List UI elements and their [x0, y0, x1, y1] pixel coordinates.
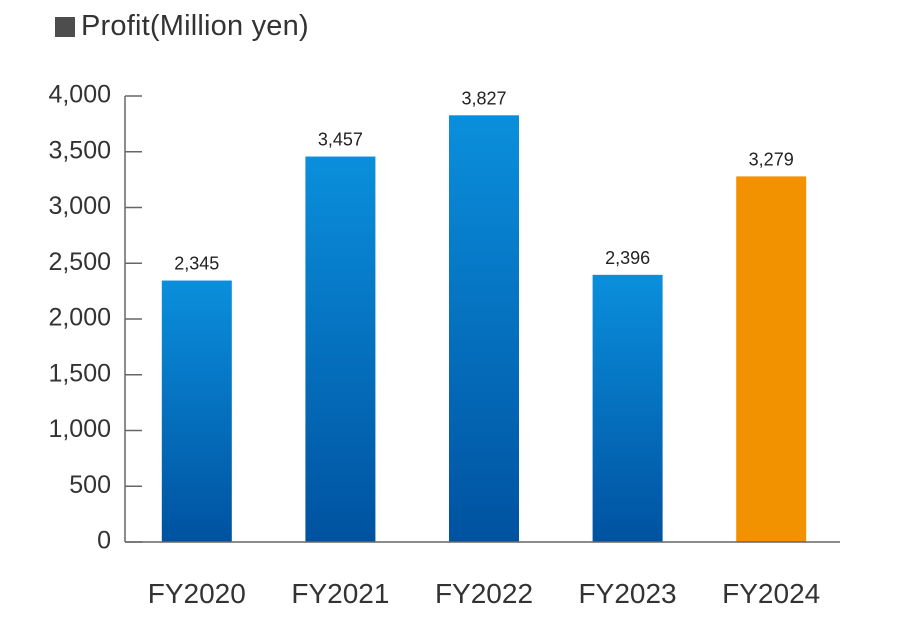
y-tick-label: 3,000	[48, 192, 111, 220]
data-label: 3,827	[461, 88, 506, 108]
x-axis: FY2020 FY2021 FY2022 FY2023 FY2024	[125, 541, 840, 609]
x-tick-label: FY2021	[291, 578, 389, 609]
x-tick-label: FY2020	[148, 578, 246, 609]
y-axis: 0 500 1,000 1,500 2,000 2,500 3,000 3,500 4,000	[48, 81, 142, 555]
bar-fy2024	[736, 176, 807, 543]
data-label: 3,279	[749, 149, 794, 169]
y-tick-label: 4,000	[48, 81, 111, 109]
data-labels: 2,345 3,457 3,827 2,396 3,279	[174, 88, 793, 273]
y-tick-label: 0	[97, 527, 111, 555]
y-tick-label: 2,500	[48, 248, 111, 276]
y-tick-label: 500	[69, 471, 111, 499]
bars	[161, 115, 807, 543]
y-tick-label: 1,000	[48, 415, 111, 443]
data-label: 2,396	[605, 248, 650, 268]
x-tick-label: FY2024	[722, 578, 820, 609]
y-tick-label: 2,000	[48, 304, 111, 332]
bar-fy2023	[592, 274, 663, 542]
bar-fy2022	[449, 115, 519, 543]
title-square-marker	[55, 16, 75, 37]
chart-title-text: Profit(Million yen)	[81, 10, 309, 42]
chart-title: Profit(Million yen)	[55, 10, 309, 43]
y-tick-label: 3,500	[48, 136, 111, 164]
x-tick-label: FY2023	[579, 578, 677, 609]
bar-fy2020	[161, 280, 232, 542]
bar-fy2021	[305, 156, 376, 542]
y-tick-label: 1,500	[48, 359, 111, 387]
x-tick-label: FY2022	[435, 578, 533, 609]
data-label: 2,345	[174, 254, 219, 274]
data-label: 3,457	[318, 130, 363, 150]
